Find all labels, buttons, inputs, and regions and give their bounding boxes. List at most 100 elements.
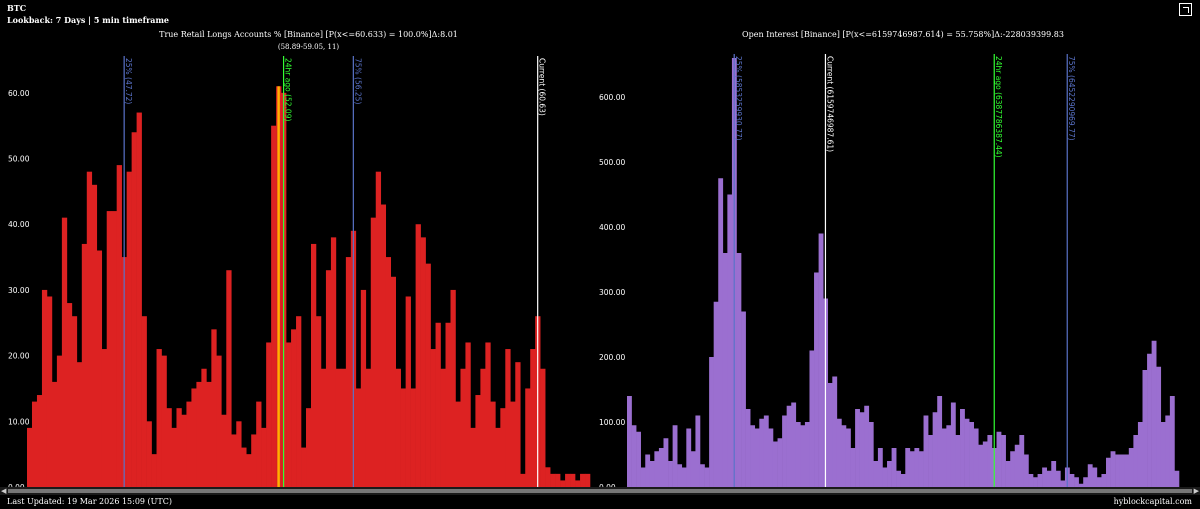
histogram-bar <box>206 381 212 487</box>
histogram-bar <box>271 125 277 487</box>
histogram-bar <box>896 470 902 487</box>
histogram-bar <box>1033 477 1038 487</box>
histogram-bar <box>950 402 956 487</box>
histogram-bar <box>86 171 93 487</box>
histogram-bar <box>370 217 377 487</box>
histogram-bar <box>420 237 426 487</box>
histogram-bar <box>941 428 947 487</box>
histogram-bar <box>320 368 327 487</box>
scroll-thumb[interactable] <box>8 489 1192 493</box>
histogram-bar <box>580 473 586 487</box>
histogram-bar <box>1051 461 1057 487</box>
histogram-bar <box>111 211 117 487</box>
histogram-bar <box>1165 415 1171 487</box>
histogram-bar <box>882 467 888 487</box>
histogram-bar <box>56 355 63 487</box>
histogram-bar <box>355 388 362 487</box>
histogram-bar <box>131 132 137 487</box>
histogram-bar <box>1147 353 1152 487</box>
y-tick-label: 300.00 <box>599 288 625 297</box>
histogram-bar <box>627 396 632 487</box>
histogram-bar <box>330 237 337 487</box>
histogram-bar <box>686 428 692 487</box>
histogram-bar <box>525 388 531 487</box>
histogram-bar <box>231 434 237 487</box>
histogram-bar <box>928 435 933 487</box>
histogram-bar <box>31 401 38 487</box>
histogram-bar <box>41 289 48 487</box>
histogram-bar <box>1019 435 1025 487</box>
y-tick-label: 60.00 <box>8 89 30 98</box>
asset-label: BTC <box>7 3 27 13</box>
y-tick-label: 100.00 <box>599 418 625 427</box>
histogram-bar <box>658 448 664 487</box>
histogram-bar <box>186 401 192 487</box>
histogram-bar <box>672 425 678 487</box>
histogram-bar <box>704 467 710 487</box>
histogram-bar <box>196 381 202 487</box>
histogram-bar <box>315 316 322 487</box>
histogram-bar <box>485 342 491 487</box>
chart-subtitle: (58.89-59.05, 11) <box>278 43 340 51</box>
y-tick-label: 0.00 <box>8 483 25 490</box>
marker-label: Current (60.63) <box>538 58 547 116</box>
histogram-bar <box>804 422 810 487</box>
histogram-bar <box>690 451 696 487</box>
histogram-bar <box>1069 474 1075 487</box>
horizontal-scrollbar[interactable]: ◀ ▶ <box>0 487 1200 495</box>
histogram-bar <box>166 408 172 487</box>
y-tick-label: 10.00 <box>8 417 30 426</box>
histogram-bar <box>699 464 705 487</box>
histogram-bar <box>430 349 436 487</box>
histogram-bar <box>480 368 486 487</box>
histogram-bar <box>211 329 217 487</box>
histogram-bar <box>1128 448 1134 487</box>
histogram-bar <box>116 165 122 488</box>
histogram-bar <box>66 303 73 487</box>
histogram-bar <box>1169 396 1175 487</box>
histogram-bar <box>470 427 476 487</box>
histogram-bar <box>221 414 227 487</box>
histogram-bar <box>405 296 411 487</box>
histogram-bar <box>859 412 865 487</box>
histogram-bar <box>1087 464 1093 487</box>
histogram-bar <box>306 408 312 487</box>
histogram-bar <box>736 253 742 487</box>
histogram-bar <box>555 473 561 487</box>
marker-label: 25% (47.72) <box>124 58 133 104</box>
histogram-bar <box>415 224 421 488</box>
histogram-bar <box>709 357 714 487</box>
histogram-bar <box>978 444 984 487</box>
brand-link[interactable]: hyblockcapital.com <box>1113 497 1192 506</box>
histogram-bar <box>71 316 78 487</box>
histogram-bar <box>585 473 591 487</box>
highlight-bar <box>277 86 280 487</box>
histogram-bar <box>141 316 147 487</box>
histogram-bar <box>791 402 797 487</box>
histogram-bar <box>505 349 511 487</box>
histogram-bar <box>800 425 806 487</box>
histogram-bar <box>900 474 906 487</box>
scroll-left-icon[interactable]: ◀ <box>1 487 7 495</box>
histogram-bar <box>631 425 637 487</box>
expand-icon[interactable] <box>1179 3 1192 16</box>
histogram-bar <box>515 362 521 487</box>
histogram-bar <box>540 368 546 487</box>
histogram-bar <box>745 409 751 487</box>
histogram-bar <box>1133 435 1139 487</box>
histogram-bar <box>645 454 651 487</box>
histogram-bar <box>654 451 660 487</box>
histogram-bar <box>887 461 892 487</box>
histogram-bar <box>973 428 979 487</box>
scroll-right-icon[interactable]: ▶ <box>1193 487 1199 495</box>
marker-label: Current (6159746987.61) <box>825 56 834 152</box>
histogram-bar <box>440 368 446 487</box>
lookback-label: Lookback: 7 Days | 5 min timeframe <box>7 15 170 25</box>
histogram-bar <box>969 422 975 487</box>
histogram-bar <box>101 349 108 487</box>
histogram-bar <box>171 427 177 487</box>
histogram-bar <box>565 473 571 487</box>
histogram-bar <box>345 257 352 487</box>
histogram-bar <box>864 405 870 487</box>
histogram-bar <box>955 435 961 487</box>
